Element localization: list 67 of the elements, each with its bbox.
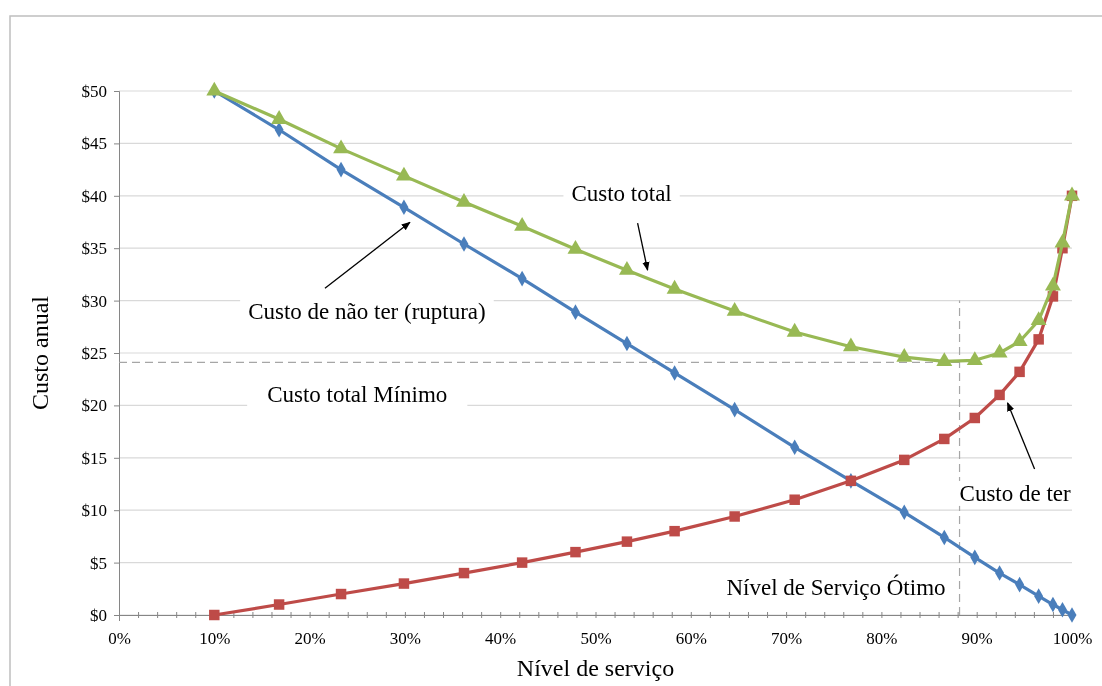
point (939, 433, 950, 445)
x-tick-label: 80% (866, 629, 898, 649)
point (273, 599, 285, 610)
point (1033, 334, 1044, 345)
y-tick-label: $50 (81, 81, 107, 101)
y-tick-label: $10 (81, 501, 107, 521)
point (456, 192, 472, 207)
y-axis-title: Custo anual (27, 295, 53, 410)
point (209, 609, 220, 621)
point (335, 588, 347, 600)
x-tick-label: 0% (108, 629, 131, 649)
point (516, 557, 528, 568)
point (567, 240, 584, 254)
point (896, 347, 913, 362)
x-tick-label: 60% (675, 629, 707, 649)
x-tick-label: 90% (961, 629, 993, 649)
y-tick-label: $25 (81, 343, 107, 363)
point (333, 139, 350, 154)
y-tick-label: $45 (81, 134, 107, 154)
series-label: Custo de não ter (ruptura) (248, 299, 486, 325)
ref-line-label: Custo total Mínimo (267, 382, 448, 408)
point (936, 352, 953, 366)
point (1030, 311, 1047, 326)
x-tick-label: 100% (1052, 629, 1093, 649)
point (621, 536, 633, 547)
point (398, 578, 410, 589)
ref-line-label: Nível de Serviço Ótimo (726, 574, 946, 600)
point (1054, 233, 1071, 248)
point (726, 301, 743, 316)
point (669, 525, 680, 537)
point (271, 110, 288, 124)
series-label: Custo de ter (959, 480, 1072, 506)
point (789, 494, 800, 505)
x-tick-label: 30% (389, 629, 421, 649)
point (899, 454, 910, 466)
point (666, 279, 683, 294)
point (1011, 332, 1028, 347)
y-tick-label: $30 (81, 291, 107, 311)
y-tick-label: $15 (81, 448, 107, 468)
point (786, 322, 803, 337)
x-tick-label: 50% (580, 629, 612, 649)
x-tick-label: 20% (294, 629, 326, 649)
point (1014, 366, 1025, 378)
point (994, 389, 1005, 401)
point (458, 567, 470, 579)
y-tick-label: $20 (81, 396, 107, 416)
point (514, 216, 531, 231)
point (1064, 186, 1080, 201)
y-tick-label: $5 (90, 553, 107, 573)
point (618, 261, 635, 275)
point (969, 412, 981, 424)
point (966, 351, 983, 365)
y-tick-label: $0 (90, 605, 107, 625)
point (1044, 276, 1061, 291)
point (842, 337, 859, 352)
point (570, 546, 581, 558)
point (991, 343, 1008, 358)
point (395, 166, 412, 181)
x-tick-label: 40% (485, 629, 517, 649)
x-tick-label: 10% (199, 629, 231, 649)
x-axis-title: Nível de serviço (516, 655, 675, 681)
point (206, 81, 223, 96)
y-tick-label: $40 (81, 186, 107, 206)
y-tick-label: $35 (81, 239, 107, 259)
point (729, 511, 740, 522)
x-tick-label: 70% (771, 629, 803, 649)
series-label: Custo total (571, 181, 672, 207)
